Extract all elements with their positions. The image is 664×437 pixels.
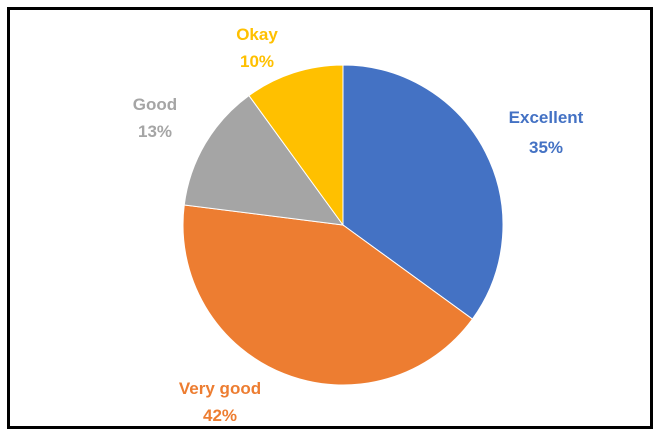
slice-percent-excellent: 35% <box>529 138 563 157</box>
pie-slice-excellent <box>342 64 504 320</box>
slice-label-very-good: Very good <box>179 379 261 398</box>
slice-percent-good: 13% <box>138 122 172 141</box>
slice-label-excellent: Excellent <box>509 108 584 127</box>
pie-slice-okay <box>248 64 344 227</box>
slice-percent-very-good: 42% <box>203 406 237 425</box>
pie-slices <box>182 64 504 386</box>
pie-slice-good <box>183 94 345 226</box>
slice-label-okay: Okay <box>236 25 278 44</box>
slice-label-good: Good <box>133 95 177 114</box>
pie-slice-very-good <box>182 204 474 386</box>
slice-percent-okay: 10% <box>240 52 274 71</box>
